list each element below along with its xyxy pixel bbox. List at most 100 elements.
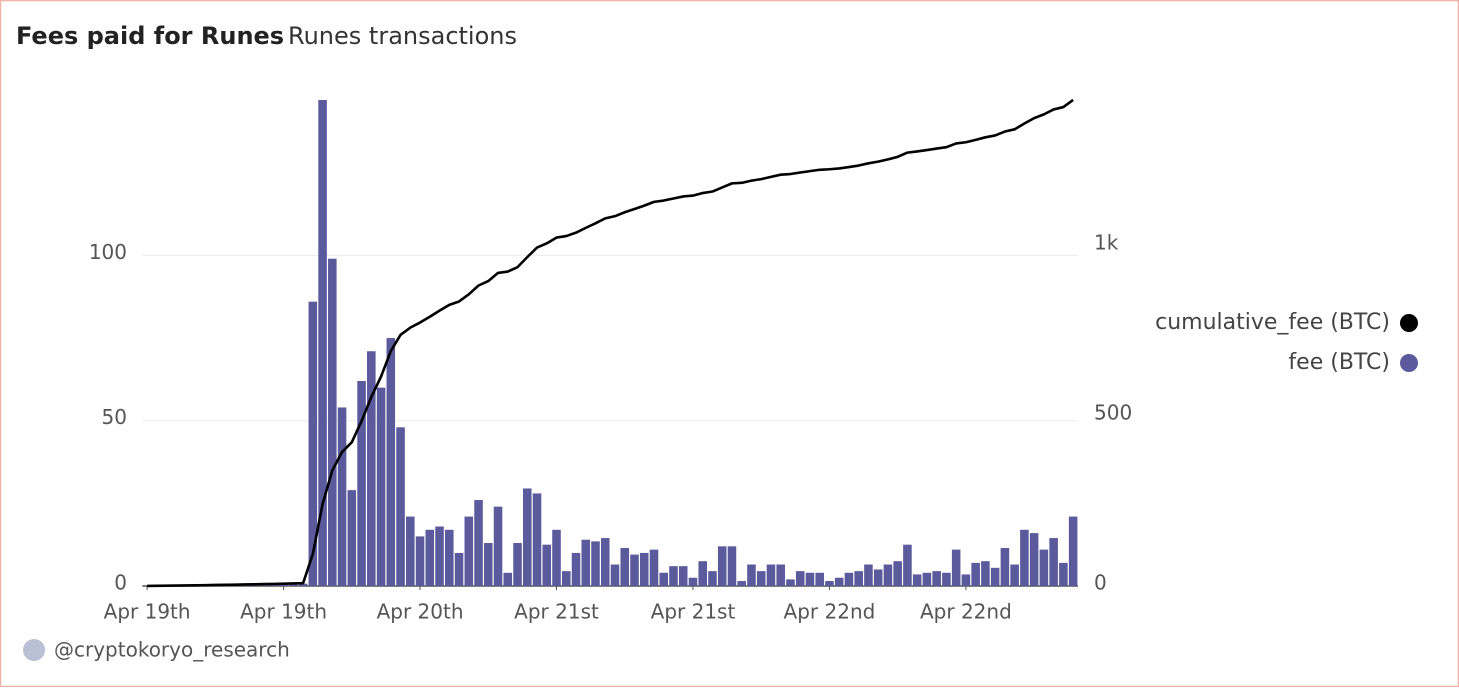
legend-swatch xyxy=(1400,354,1418,372)
chart-subtitle: Runes transactions xyxy=(288,22,517,50)
bar xyxy=(698,561,707,586)
legend-swatch xyxy=(1400,314,1418,332)
bar xyxy=(1039,549,1049,586)
y-tick-label: 100 xyxy=(89,240,127,264)
bar xyxy=(581,539,591,586)
bar xyxy=(464,516,474,586)
bar xyxy=(454,552,464,586)
legend: cumulative_fee (BTC) fee (BTC) xyxy=(1155,310,1390,375)
chart-title: Fees paid for Runes xyxy=(16,22,284,50)
bar xyxy=(1059,562,1068,586)
bar xyxy=(445,529,454,586)
bar xyxy=(747,564,756,586)
bar xyxy=(367,351,376,586)
legend-label: fee (BTC) xyxy=(1288,350,1390,375)
bar xyxy=(873,569,883,586)
y2-tick-label: 500 xyxy=(1094,401,1132,425)
bar xyxy=(864,564,873,586)
x-tick-label: Apr 20th xyxy=(377,600,464,624)
bar xyxy=(522,488,532,586)
bar xyxy=(308,301,318,586)
bar xyxy=(922,572,932,586)
bar xyxy=(971,562,980,586)
bar xyxy=(328,258,337,586)
bar xyxy=(600,538,610,586)
bar xyxy=(951,549,961,586)
bar xyxy=(805,572,815,586)
y2-tick-label: 1k xyxy=(1094,231,1119,255)
x-tick-label: Apr 19th xyxy=(104,600,191,624)
bar xyxy=(942,572,951,586)
y2-tick-label: 0 xyxy=(1094,571,1107,595)
bar xyxy=(279,584,288,586)
x-tick-label: Apr 19th xyxy=(240,600,327,624)
bar xyxy=(893,561,902,586)
bar xyxy=(912,574,922,586)
bar xyxy=(386,338,396,586)
avatar-icon xyxy=(23,639,45,661)
bar xyxy=(786,579,795,586)
bar xyxy=(415,536,425,586)
bar xyxy=(357,381,366,586)
legend-label: cumulative_fee (BTC) xyxy=(1155,310,1390,335)
y-tick-label: 50 xyxy=(102,405,127,429)
bar xyxy=(552,529,561,586)
bar xyxy=(776,564,785,586)
bar xyxy=(669,566,678,586)
bar xyxy=(1010,564,1019,586)
bar xyxy=(708,571,717,586)
bar xyxy=(1020,529,1029,586)
bar xyxy=(376,387,386,586)
bar xyxy=(347,490,357,586)
bar xyxy=(932,571,941,586)
bar xyxy=(795,571,805,586)
bar xyxy=(571,552,581,586)
bar xyxy=(756,571,766,586)
bar xyxy=(318,100,327,586)
bar xyxy=(961,574,971,586)
bar xyxy=(649,549,659,586)
bar xyxy=(503,572,513,586)
bar xyxy=(406,516,415,586)
bar xyxy=(844,572,854,586)
bar xyxy=(298,583,308,586)
bar xyxy=(610,564,620,586)
x-tick-label: Apr 21st xyxy=(651,600,736,624)
bar xyxy=(620,547,630,586)
line xyxy=(147,98,1074,588)
x-tick-label: Apr 22nd xyxy=(784,600,876,624)
bar xyxy=(834,577,844,586)
bar xyxy=(659,572,669,586)
footer: @cryptokoryo_research xyxy=(54,638,290,662)
bar xyxy=(883,564,893,586)
bar xyxy=(688,577,698,586)
bar xyxy=(1029,533,1039,586)
bar xyxy=(1049,538,1058,586)
bar xyxy=(825,581,834,586)
x-tick-label: Apr 22nd xyxy=(920,600,1012,624)
x-tick-label: Apr 21st xyxy=(514,600,599,624)
bar xyxy=(854,571,863,586)
bar xyxy=(766,564,776,586)
bar xyxy=(337,407,347,586)
bar xyxy=(513,543,522,586)
bar xyxy=(289,583,298,586)
bar xyxy=(1000,547,1010,586)
bar xyxy=(990,567,1000,586)
bar xyxy=(425,529,435,586)
bar xyxy=(474,500,483,586)
bar xyxy=(678,566,688,586)
bar xyxy=(903,544,912,586)
bar xyxy=(396,427,405,586)
bar xyxy=(561,571,571,586)
bar xyxy=(493,506,503,586)
bar xyxy=(484,543,493,586)
bar xyxy=(1068,516,1078,586)
bar xyxy=(717,546,727,586)
bar xyxy=(435,526,444,586)
bar xyxy=(532,493,542,586)
bar xyxy=(591,541,600,586)
bar xyxy=(639,552,649,586)
bar xyxy=(630,554,639,586)
